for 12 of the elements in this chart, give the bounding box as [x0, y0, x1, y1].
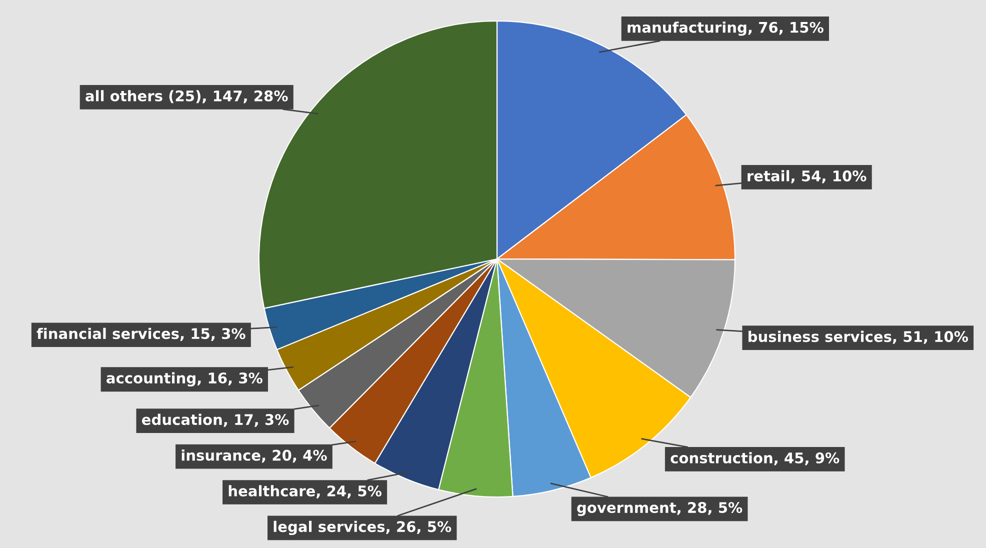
slice-label: legal services, 26, 5%: [274, 520, 452, 536]
slice-label: government, 28, 5%: [577, 502, 742, 516]
slice-label: financial services, 15, 3%: [36, 328, 246, 341]
slice-label: manufacturing, 76, 15%: [628, 22, 824, 36]
slice-label: insurance, 20, 4%: [182, 449, 327, 463]
slice-label: construction, 45, 9%: [670, 452, 840, 466]
slice-label: business services, 51, 10%: [748, 330, 968, 344]
slice-label: accounting, 16, 3%: [106, 372, 262, 386]
slice-label: healthcare, 24, 5%: [228, 485, 382, 498]
slice-label: retail, 54, 10%: [748, 170, 866, 184]
slice-label: education, 17, 3%: [142, 414, 289, 427]
slice-label: all others (25), 147, 28%: [86, 90, 288, 104]
